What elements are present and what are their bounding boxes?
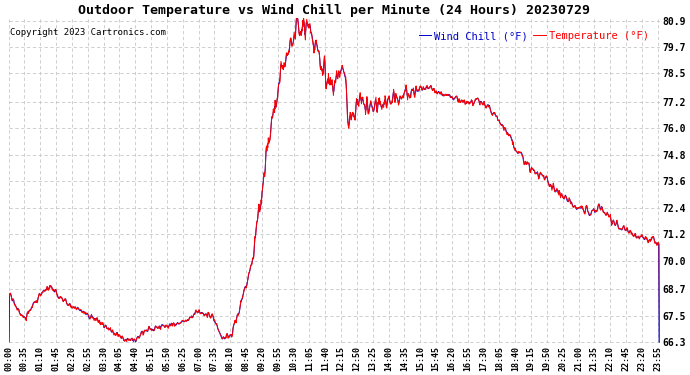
Temperature (°F) xyxy=(436,92,444,96)
Wind Chill (°F) xyxy=(578,205,586,210)
Legend: Wind Chill (°F), Temperature (°F): Wind Chill (°F), Temperature (°F) xyxy=(415,27,653,45)
Title: Outdoor Temperature vs Wind Chill per Minute (24 Hours) 20230729: Outdoor Temperature vs Wind Chill per Mi… xyxy=(78,4,590,17)
Line: Wind Chill (°F): Wind Chill (°F) xyxy=(9,17,660,342)
Text: Copyright 2023 Cartronics.com: Copyright 2023 Cartronics.com xyxy=(10,28,166,37)
Wind Chill (°F) xyxy=(5,340,13,344)
Temperature (°F) xyxy=(5,340,13,344)
Temperature (°F) xyxy=(578,207,586,211)
Wind Chill (°F) xyxy=(656,340,664,344)
Line: Temperature (°F): Temperature (°F) xyxy=(9,15,660,342)
Wind Chill (°F) xyxy=(293,15,301,20)
Wind Chill (°F) xyxy=(222,333,230,338)
Temperature (°F) xyxy=(293,13,301,18)
Temperature (°F) xyxy=(133,334,141,339)
Wind Chill (°F) xyxy=(436,92,444,96)
Temperature (°F) xyxy=(656,340,664,344)
Wind Chill (°F) xyxy=(521,161,529,165)
Wind Chill (°F) xyxy=(149,327,157,332)
Temperature (°F) xyxy=(521,159,529,164)
Temperature (°F) xyxy=(149,327,157,332)
Wind Chill (°F) xyxy=(133,335,141,339)
Temperature (°F) xyxy=(222,335,230,340)
